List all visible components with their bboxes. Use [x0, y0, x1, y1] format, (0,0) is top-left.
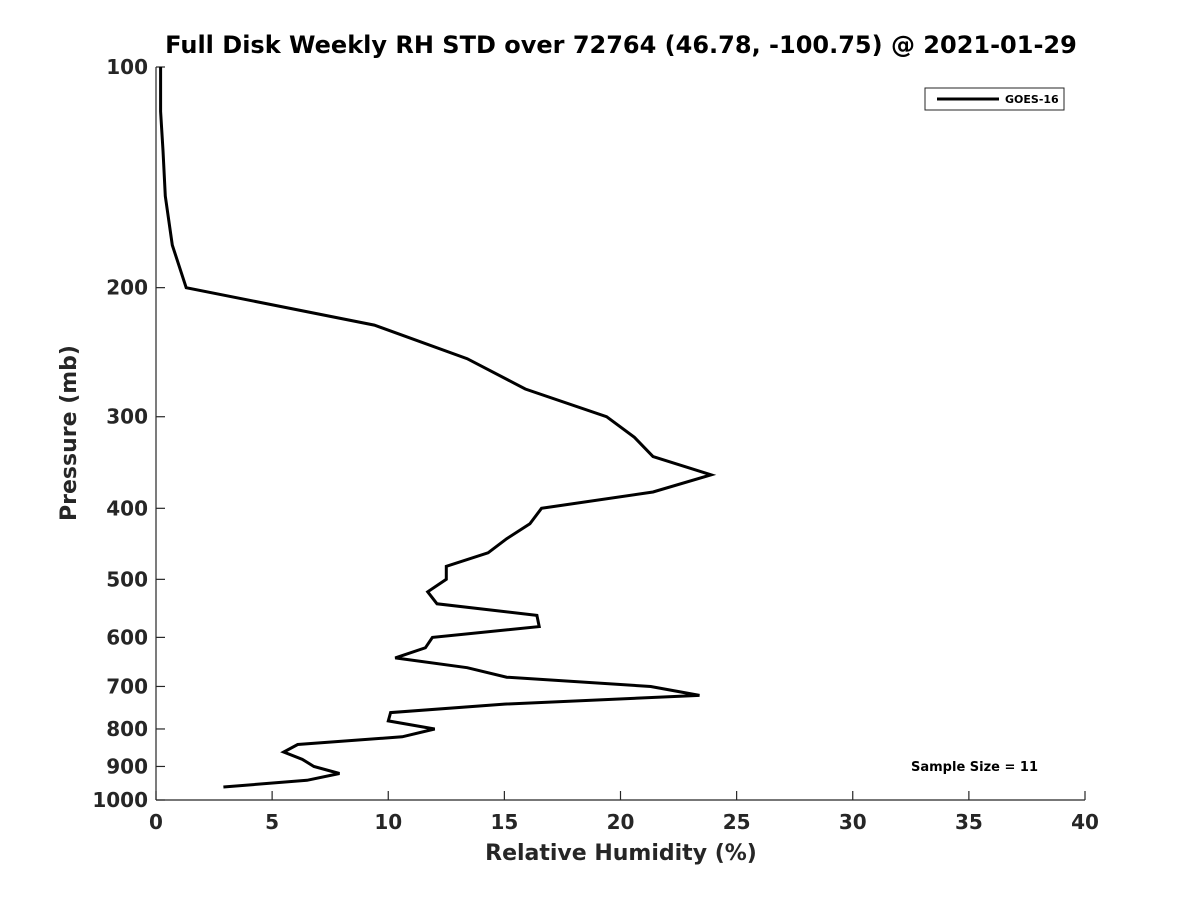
- x-tick-label: 0: [149, 810, 163, 834]
- y-tick-label: 500: [106, 567, 148, 591]
- x-tick-label: 10: [374, 810, 402, 834]
- y-tick-label: 200: [106, 276, 148, 300]
- chart-title: Full Disk Weekly RH STD over 72764 (46.7…: [165, 31, 1077, 59]
- y-tick-label: 600: [106, 625, 148, 649]
- y-tick-label: 700: [106, 674, 148, 698]
- sample-size-annotation: Sample Size = 11: [911, 760, 1038, 775]
- y-tick-label: 300: [106, 405, 148, 429]
- y-tick-label: 100: [106, 55, 148, 79]
- y-axis-ticks: 100 200 300 400 500 600 700 800 900 1000: [92, 55, 165, 812]
- y-tick-label: 800: [106, 717, 148, 741]
- legend: GOES-16: [924, 87, 1065, 111]
- x-tick-label: 25: [723, 810, 751, 834]
- x-tick-label: 35: [955, 810, 983, 834]
- y-axis-label: Pressure (mb): [57, 345, 82, 521]
- x-axis-ticks: 0 5 10 15 20 25 30 35 40: [149, 791, 1099, 834]
- legend-label: GOES-16: [1005, 93, 1059, 106]
- x-tick-label: 20: [607, 810, 635, 834]
- x-tick-label: 5: [265, 810, 279, 834]
- y-tick-label: 400: [106, 496, 148, 520]
- x-tick-label: 40: [1071, 810, 1099, 834]
- x-tick-label: 15: [490, 810, 518, 834]
- y-tick-label: 900: [106, 754, 148, 778]
- series-layer: [159, 67, 717, 789]
- x-axis-label: Relative Humidity (%): [485, 841, 757, 866]
- y-tick-label: 1000: [92, 788, 148, 812]
- series-line-goes-16: [159, 67, 717, 789]
- x-tick-label: 30: [839, 810, 867, 834]
